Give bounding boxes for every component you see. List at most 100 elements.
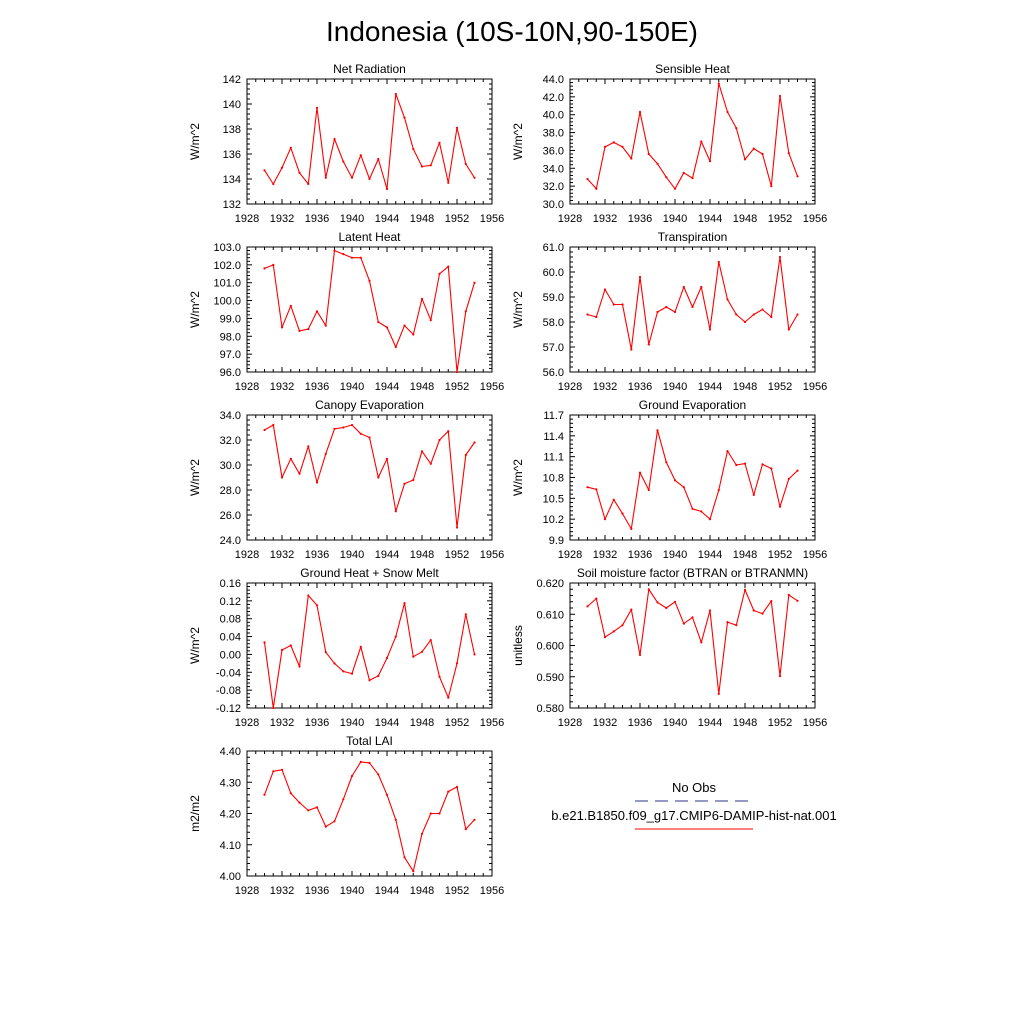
- y-tick-label: 34.0: [220, 410, 241, 422]
- y-tick-label: 4.00: [220, 871, 241, 883]
- x-tick-label: 1928: [235, 213, 259, 225]
- data-point: [307, 445, 310, 448]
- y-tick-label: 59.0: [543, 292, 564, 304]
- data-point: [735, 624, 738, 627]
- data-point: [473, 176, 476, 179]
- y-tick-label: 0.08: [220, 614, 241, 626]
- y-tick-label: 30.0: [543, 199, 564, 211]
- plot-frame: [569, 78, 816, 205]
- data-point: [638, 471, 642, 474]
- x-tick-label: 1940: [340, 717, 364, 729]
- data-point: [796, 313, 799, 316]
- data-point: [743, 588, 747, 592]
- data-point: [743, 320, 747, 324]
- data-point: [586, 313, 589, 316]
- x-tick-label: 1956: [480, 549, 504, 561]
- data-point: [438, 438, 441, 442]
- data-point: [761, 612, 764, 615]
- data-point: [342, 160, 345, 163]
- panel-6: Ground Evaporation W/m^2 1928 1932 1936 1940 1…: [511, 398, 827, 561]
- y-tick-label: 4.40: [220, 746, 241, 758]
- data-point: [612, 630, 615, 633]
- y-tick-label: 0.580: [536, 703, 564, 715]
- data-point: [464, 613, 467, 616]
- data-point: [289, 457, 292, 460]
- y-axis-label: W/m^2: [188, 459, 202, 496]
- data-point: [673, 310, 677, 314]
- data-point: [473, 281, 476, 284]
- y-tick-label: 56.0: [543, 367, 564, 379]
- main-title: Indonesia (10S-10N,90-150E): [326, 16, 698, 47]
- x-tick-label: 1940: [663, 381, 687, 393]
- series-line-1: [263, 761, 475, 872]
- data-point: [298, 171, 301, 174]
- y-tick-label: 38.0: [543, 128, 564, 140]
- x-tick-label: 1932: [593, 213, 617, 225]
- x-tick-label: 1948: [733, 717, 757, 729]
- data-point: [691, 616, 694, 619]
- y-tick-label: 101.0: [213, 278, 241, 290]
- y-tick-label: -0.12: [216, 703, 241, 715]
- data-point: [298, 801, 301, 804]
- data-point: [377, 476, 380, 479]
- y-tick-label: 100.0: [213, 296, 241, 308]
- y-tick-label: 11.7: [543, 410, 564, 422]
- data-point: [778, 675, 782, 678]
- x-tick-label: 1956: [803, 381, 827, 393]
- y-tick-label: 0.620: [536, 578, 564, 590]
- y-tick-label: 44.0: [543, 74, 564, 86]
- data-point: [315, 481, 319, 484]
- data-point: [315, 806, 319, 809]
- x-tick-label: 1952: [768, 549, 792, 561]
- data-point: [298, 472, 301, 475]
- data-point: [447, 696, 450, 699]
- data-point: [656, 601, 659, 604]
- x-tick-label: 1936: [305, 381, 329, 393]
- series-line-1: [263, 594, 476, 709]
- x-tick-label: 1948: [733, 549, 757, 561]
- data-point: [700, 285, 703, 289]
- data-point: [263, 267, 266, 270]
- panel-title: Transpiration: [658, 230, 728, 244]
- panel-title: Ground Evaporation: [639, 398, 746, 412]
- y-axis-label: W/m^2: [188, 627, 202, 664]
- data-point: [342, 253, 345, 256]
- panel-2: Sensible Heat W/m^2 1928 1932 1936 1940 1944 19…: [511, 62, 827, 225]
- data-point: [464, 310, 467, 313]
- data-point: [665, 305, 668, 309]
- x-tick-label: 1936: [305, 717, 329, 729]
- data-point: [586, 605, 589, 608]
- x-tick-label: 1956: [480, 885, 504, 897]
- x-tick-label: 1928: [558, 381, 582, 393]
- data-point: [787, 477, 790, 480]
- x-tick-label: 1956: [480, 213, 504, 225]
- data-point: [796, 599, 799, 602]
- series-line-1: [587, 429, 798, 530]
- y-tick-label: 30.0: [220, 460, 241, 472]
- panel-title: Ground Heat + Snow Melt: [300, 566, 439, 580]
- plot-frame: [569, 414, 816, 541]
- data-point: [429, 462, 432, 465]
- data-point: [455, 662, 459, 665]
- data-point: [350, 256, 354, 259]
- x-tick-label: 1948: [410, 717, 434, 729]
- data-point: [342, 426, 345, 429]
- data-point: [272, 263, 275, 266]
- data-point: [420, 832, 424, 835]
- data-point: [682, 622, 685, 625]
- x-tick-label: 1952: [445, 885, 469, 897]
- x-tick-label: 1932: [593, 381, 617, 393]
- data-point: [603, 518, 607, 521]
- data-point: [368, 279, 371, 282]
- y-tick-label: 10.8: [543, 473, 564, 485]
- y-tick-label: 11.4: [543, 431, 564, 443]
- data-point: [272, 182, 275, 186]
- data-point: [272, 706, 275, 710]
- legend-model-label: b.e21.B1850.f09_g17.CMIP6-DAMIP-hist-nat…: [551, 808, 836, 823]
- data-point: [412, 870, 415, 873]
- data-point: [464, 453, 467, 457]
- data-point: [307, 594, 310, 597]
- data-point: [289, 304, 292, 307]
- y-tick-label: -0.08: [216, 685, 241, 697]
- data-point: [272, 423, 275, 427]
